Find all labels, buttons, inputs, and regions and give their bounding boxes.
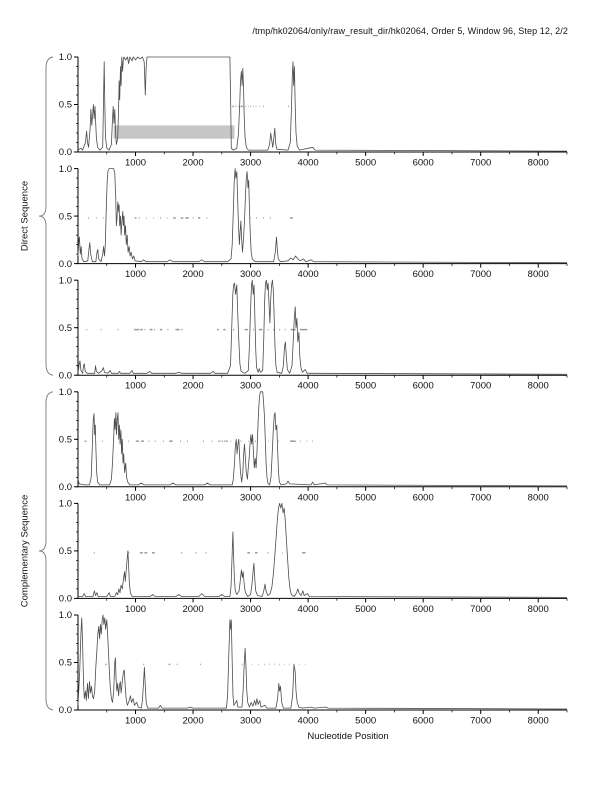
panel-complementary-frame-2: 0.0 0.5 1.0 1000 2000 3000 4000 5000 6000 7000 800… — [59, 499, 568, 615]
probability-curve — [77, 56, 568, 152]
x-tick-label: 6000 — [413, 716, 434, 727]
x-tick-label: 8000 — [528, 716, 549, 727]
x-tick-label: 4000 — [298, 716, 319, 727]
y-tick-label: 0.5 — [59, 658, 72, 669]
x-tick-label: 2000 — [182, 381, 203, 392]
x-tick-label: 8000 — [528, 604, 549, 615]
x-tick-label: 5000 — [355, 604, 376, 615]
panel-direct-frame-3: 0.0 0.5 1.0 1000 2000 3000 4000 5000 6000 7000 800… — [59, 275, 568, 392]
x-tick-label: 7000 — [470, 269, 491, 280]
y-tick-label: 0.5 — [59, 435, 72, 446]
y-tick-label: 0.5 — [59, 323, 72, 334]
x-tick-label: 7000 — [470, 492, 491, 503]
axis-lines — [77, 503, 567, 599]
probability-curve — [78, 502, 568, 598]
x-tick-label: 6000 — [413, 158, 434, 169]
y-tick-label: 0.5 — [59, 211, 72, 222]
x-tick-label: 5000 — [355, 158, 376, 169]
x-tick-label: 1000 — [125, 604, 146, 615]
group-brace-complementary — [38, 391, 54, 711]
x-tick-label: 8000 — [528, 269, 549, 280]
y-tick-label: 1.0 — [59, 499, 72, 510]
x-tick-label: 4000 — [298, 381, 319, 392]
x-tick-label: 8000 — [528, 381, 549, 392]
y-tick-label: 1.0 — [59, 610, 72, 621]
y-tick-label: 1.0 — [59, 164, 72, 175]
x-tick-label: 7000 — [470, 604, 491, 615]
x-tick-label: 1000 — [125, 716, 146, 727]
axis-lines — [77, 168, 567, 265]
y-tick-label: 0.5 — [59, 546, 72, 557]
x-tick-label: 3000 — [240, 381, 261, 392]
x-tick-label: 6000 — [413, 269, 434, 280]
axis-lines — [77, 615, 567, 711]
x-tick-label: 4000 — [298, 158, 319, 169]
y-tick-label: 0.5 — [59, 100, 72, 111]
panel-complementary-frame-1: 0.0 0.5 1.0 1000 2000 3000 4000 5000 6000 7000 800… — [59, 387, 568, 503]
x-tick-label: 3000 — [240, 269, 261, 280]
x-tick-label: 1000 — [125, 492, 146, 503]
x-tick-label: 2000 — [182, 716, 203, 727]
panel-direct-frame-2: 0.0 0.5 1.0 1000 2000 3000 4000 5000 6000 7000 800… — [59, 164, 568, 280]
x-tick-label: 5000 — [355, 492, 376, 503]
y-tick-label: 0.0 — [59, 594, 72, 605]
x-tick-label: 3000 — [240, 716, 261, 727]
panel-direct-frame-1: 0.0 0.5 1.0 1000 2000 3000 4000 5000 6000 7000 800… — [59, 52, 568, 169]
probability-curve — [77, 168, 568, 264]
y-tick-label: 1.0 — [59, 387, 72, 398]
x-tick-label: 6000 — [413, 604, 434, 615]
x-tick-label: 5000 — [355, 716, 376, 727]
x-tick-label: 4000 — [298, 269, 319, 280]
x-tick-label: 1000 — [125, 381, 146, 392]
highlight-region — [113, 125, 235, 139]
probability-curve — [77, 391, 568, 487]
x-tick-label: 3000 — [240, 492, 261, 503]
probability-curve — [77, 614, 568, 710]
x-tick-label: 2000 — [182, 158, 203, 169]
x-tick-label: 3000 — [240, 158, 261, 169]
x-tick-label: 5000 — [355, 381, 376, 392]
x-tick-label: 6000 — [413, 492, 434, 503]
x-tick-label: 4000 — [298, 492, 319, 503]
probability-curve — [77, 279, 568, 375]
x-axis-label: Nucleotide Position — [307, 731, 389, 742]
x-tick-label: 2000 — [182, 269, 203, 280]
x-tick-label: 7000 — [470, 716, 491, 727]
panel-complementary-frame-3: 0.0 0.5 1.0 1000 2000 3000 4000 5000 6000 7000 800… — [59, 610, 568, 727]
y-tick-label: 1.0 — [59, 52, 72, 63]
x-tick-label: 1000 — [125, 158, 146, 169]
axis-lines — [77, 391, 567, 488]
x-tick-label: 5000 — [355, 269, 376, 280]
x-tick-label: 7000 — [470, 158, 491, 169]
x-tick-label: 7000 — [470, 381, 491, 392]
chart-title: /tmp/hk02064/only/raw_result_dir/hk02064… — [252, 26, 568, 36]
y-tick-label: 0.0 — [59, 482, 72, 493]
y-tick-label: 0.0 — [59, 705, 72, 716]
x-tick-label: 3000 — [240, 604, 261, 615]
x-tick-label: 4000 — [298, 604, 319, 615]
x-tick-label: 2000 — [182, 604, 203, 615]
x-tick-label: 8000 — [528, 492, 549, 503]
x-tick-label: 6000 — [413, 381, 434, 392]
x-tick-label: 1000 — [125, 269, 146, 280]
y-tick-label: 0.0 — [59, 370, 72, 381]
y-tick-label: 0.0 — [59, 147, 72, 158]
axis-lines — [77, 280, 567, 376]
y-tick-label: 1.0 — [59, 275, 72, 286]
group-brace-direct — [38, 56, 54, 376]
x-tick-label: 2000 — [182, 492, 203, 503]
y-tick-label: 0.0 — [59, 259, 72, 270]
x-tick-label: 8000 — [528, 158, 549, 169]
